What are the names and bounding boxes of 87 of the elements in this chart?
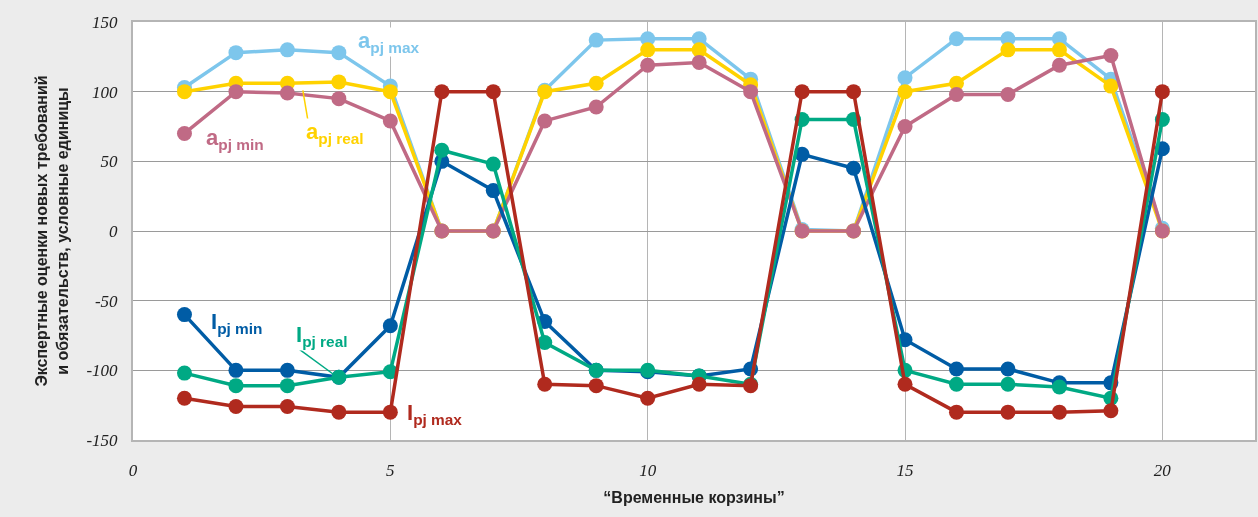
series-label: I$_{pj min}$ bbox=[211, 309, 263, 337]
series-label: a$_{pj max}$ bbox=[358, 28, 420, 56]
point bbox=[1103, 47, 1119, 63]
x-tick-label: 5 bbox=[386, 461, 395, 481]
point bbox=[228, 84, 244, 100]
point bbox=[537, 376, 553, 392]
point bbox=[382, 84, 398, 100]
point bbox=[485, 156, 501, 172]
point bbox=[897, 376, 913, 392]
x-tick-label: 10 bbox=[639, 461, 657, 481]
point bbox=[846, 84, 862, 100]
point bbox=[1000, 376, 1016, 392]
point bbox=[485, 84, 501, 100]
point bbox=[588, 99, 604, 115]
point bbox=[279, 362, 295, 378]
point bbox=[1051, 379, 1067, 395]
point bbox=[691, 376, 707, 392]
point bbox=[382, 113, 398, 129]
point bbox=[279, 42, 295, 58]
series-label: a$_{pj min}$ bbox=[206, 125, 264, 153]
point bbox=[949, 86, 964, 102]
point bbox=[949, 404, 964, 420]
point bbox=[949, 31, 964, 47]
series-label: a$_{pj real}$ bbox=[306, 119, 364, 147]
y-axis-title: Экспертные оценки новых требований и обязательств, условные единицы bbox=[33, 75, 71, 387]
x-axis-title: “Временные корзины” bbox=[603, 488, 785, 506]
point bbox=[176, 365, 192, 381]
series-label: I$_{pj max}$ bbox=[407, 400, 463, 428]
y-tick-label: 50 bbox=[100, 152, 119, 172]
point bbox=[691, 54, 707, 70]
point bbox=[279, 85, 295, 101]
y-tick-label: 0 bbox=[109, 221, 119, 241]
point bbox=[1000, 404, 1016, 420]
point bbox=[846, 160, 862, 176]
point bbox=[331, 74, 347, 90]
y-tick-label: -150 bbox=[86, 430, 119, 450]
x-tick-label: 0 bbox=[128, 461, 138, 481]
point bbox=[331, 404, 347, 420]
x-tick-label: 20 bbox=[1153, 461, 1172, 481]
point bbox=[1051, 404, 1067, 420]
point bbox=[176, 125, 192, 141]
point bbox=[434, 142, 450, 158]
y-tick-label: 100 bbox=[92, 82, 119, 102]
y-tick-label: 150 bbox=[92, 12, 119, 32]
point bbox=[228, 45, 244, 61]
point bbox=[228, 399, 244, 415]
point bbox=[897, 119, 913, 134]
point bbox=[1000, 42, 1016, 58]
point bbox=[691, 42, 707, 58]
point bbox=[279, 378, 295, 394]
series-label: I$_{pj real}$ bbox=[296, 322, 348, 350]
point bbox=[640, 57, 656, 73]
point bbox=[1000, 361, 1016, 377]
point bbox=[331, 45, 347, 61]
point bbox=[228, 378, 244, 394]
point bbox=[1051, 42, 1067, 58]
point bbox=[588, 32, 604, 48]
point bbox=[897, 70, 913, 86]
point bbox=[640, 390, 656, 406]
point bbox=[279, 399, 295, 415]
point bbox=[228, 362, 244, 378]
point bbox=[382, 318, 398, 334]
point bbox=[1154, 84, 1170, 100]
point bbox=[588, 75, 604, 91]
x-tick-label: 15 bbox=[896, 461, 914, 481]
point bbox=[794, 84, 810, 100]
y-tick-label: -100 bbox=[86, 361, 119, 381]
point bbox=[1051, 57, 1067, 73]
point bbox=[537, 113, 553, 129]
point bbox=[1103, 403, 1119, 419]
point bbox=[897, 84, 913, 100]
point bbox=[640, 42, 656, 58]
y-tick-label: -50 bbox=[94, 291, 119, 311]
point bbox=[176, 390, 192, 406]
point bbox=[1000, 86, 1016, 102]
point bbox=[588, 378, 604, 394]
point bbox=[176, 307, 192, 323]
point bbox=[382, 404, 398, 420]
point bbox=[485, 183, 501, 199]
point bbox=[331, 91, 347, 107]
point bbox=[1103, 78, 1119, 94]
point bbox=[949, 376, 964, 392]
point bbox=[537, 334, 553, 350]
point bbox=[434, 84, 450, 100]
point bbox=[176, 84, 192, 100]
point bbox=[743, 84, 759, 100]
point bbox=[949, 361, 964, 377]
